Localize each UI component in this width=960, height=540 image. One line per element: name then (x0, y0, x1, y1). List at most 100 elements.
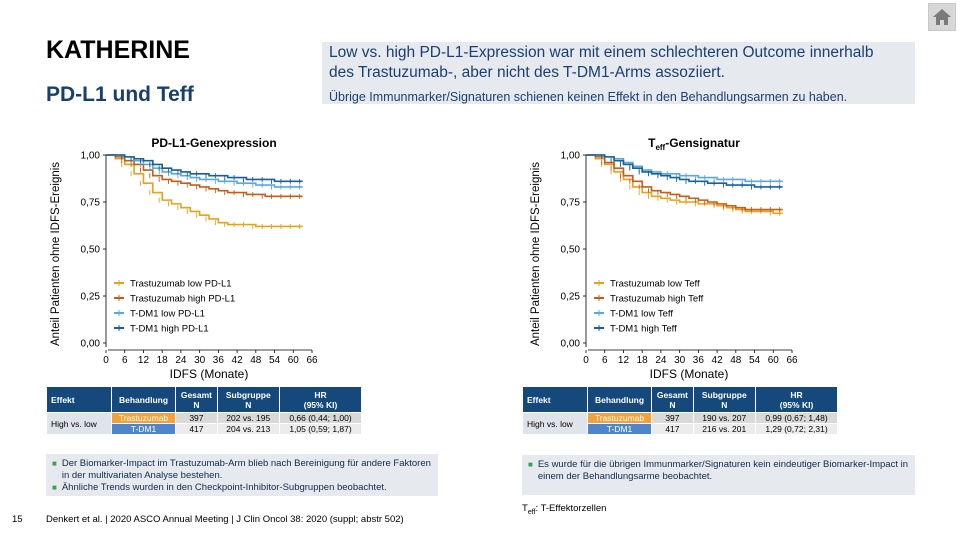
th-gesamt: Gesamt N (175, 386, 218, 413)
series-line (106, 154, 303, 228)
series-line (586, 154, 783, 188)
x-tick-label: 24 (175, 355, 187, 366)
legend-label: Trastuzumab low PD-L1 (130, 279, 232, 290)
x-tick-label: 18 (157, 355, 169, 366)
n-cell: 397 (175, 412, 218, 424)
n-cell: 417 (651, 423, 694, 435)
bullet-icon: ■ (52, 483, 57, 492)
x-tick-label: 24 (655, 355, 667, 366)
y-tick-label: 0,75 (81, 198, 101, 209)
n-cell: 397 (651, 412, 694, 424)
series-line (586, 154, 783, 215)
treatment-cell: Trastuzumab (586, 412, 653, 424)
th-hr: HR (95% KI) (279, 386, 362, 413)
th-behandlung: Behandlung (110, 386, 177, 413)
bullet-icon: ■ (52, 459, 57, 468)
legend-label: T-DM1 low PD-L1 (130, 309, 205, 320)
x-tick-label: 36 (693, 355, 705, 366)
series-line (106, 154, 303, 198)
hr-cell: 0,99 (0,67; 1,48) (755, 412, 838, 424)
y-tick-label: 1,00 (81, 151, 101, 162)
legend-label: T-DM1 high PD-L1 (130, 324, 209, 335)
x-axis-label: IDFS (Monate) (650, 367, 729, 381)
hr-table-teff: Effekt Behandlung Gesamt N Subgruppe N HR(… (522, 386, 838, 435)
x-tick-label: 60 (288, 355, 300, 366)
info-box: Low vs. high PD-L1-Expression war mit ei… (322, 42, 915, 104)
series-line (106, 154, 303, 183)
th-effekt: Effekt (46, 386, 112, 413)
list-item: ■ Der Biomarker-Impact im Trastuzumab-Arm… (52, 458, 431, 481)
treatment-cell: T-DM1 (586, 423, 653, 435)
legend-label: Trastuzumab high Teff (610, 294, 704, 305)
x-tick-label: 6 (602, 355, 608, 366)
y-tick-label: 0,00 (561, 339, 581, 350)
th-behandlung: Behandlung (586, 386, 653, 413)
citation: Denkert et al. | 2020 ASCO Annual Meetin… (46, 514, 404, 525)
x-tick-label: 48 (250, 355, 262, 366)
sub-cell: 202 vs. 195 (216, 412, 281, 424)
table-row: High vs. low Trastuzumab 397 190 vs. 207… (522, 412, 838, 435)
page-title: KATHERINE (46, 36, 190, 64)
table-row: T-DM1 417 216 vs. 201 1,29 (0,72; 2,31) (523, 423, 838, 435)
series-line (586, 154, 783, 211)
hr-table-pdl1: Effekt Behandlung Gesamt N Subgruppe N HR(… (46, 386, 362, 435)
y-tick-label: 0,00 (81, 339, 101, 350)
th-effekt: Effekt (522, 386, 588, 413)
y-tick-label: 0,75 (561, 198, 581, 209)
y-axis-label: Anteil Patienten ohne IDFS-Ereignis (530, 162, 542, 346)
legend-label: Trastuzumab high PD-L1 (130, 294, 235, 305)
effekt-cell: High vs. low (522, 412, 588, 435)
page-subtitle: PD-L1 und Teff (46, 83, 194, 106)
x-tick-label: 12 (618, 355, 630, 366)
x-axis-label: IDFS (Monate) (170, 367, 249, 381)
chart-title: PD-L1-Genexpression (151, 136, 276, 150)
y-tick-label: 0,25 (81, 292, 101, 303)
info-line-3: Übrige Immunmarker/Signaturen schienen k… (329, 90, 848, 104)
legend-label: Trastuzumab low Teff (610, 279, 700, 290)
x-tick-label: 54 (749, 355, 761, 366)
km-chart-teff: Teff-Gensignatur 0,00 0,25 0,50 0,75 1,00 0 6 12… (530, 136, 798, 381)
x-tick-label: 42 (712, 355, 724, 366)
series-line (106, 154, 303, 188)
x-tick-label: 66 (786, 355, 798, 366)
x-tick-label: 0 (583, 355, 589, 366)
info-line-2: des Trastuzumab-, aber nicht des T-DM1-A… (329, 64, 725, 81)
table-row: T-DM1 417 204 vs. 213 1,05 (0,59; 1,87) (47, 423, 362, 435)
y-axis-label: Anteil Patienten ohne IDFS-Ereignis (50, 162, 62, 346)
legend-label: T-DM1 high Teff (610, 324, 677, 335)
x-tick-label: 30 (194, 355, 206, 366)
th-gesamt: Gesamt N (651, 386, 694, 413)
y-tick-label: 0,50 (561, 245, 581, 256)
x-tick-label: 0 (103, 355, 109, 366)
page-number: 15 (12, 514, 23, 525)
treatment-cell: T-DM1 (110, 423, 177, 435)
x-tick-label: 6 (122, 355, 128, 366)
home-button[interactable] (928, 3, 956, 31)
x-tick-label: 30 (674, 355, 686, 366)
hr-cell: 1,29 (0,72; 2,31) (755, 423, 838, 435)
sub-cell: 216 vs. 201 (692, 423, 757, 435)
y-tick-label: 1,00 (561, 151, 581, 162)
notes-right: ■ Es wurde für die übrigen Immunmarker/Si… (522, 455, 915, 495)
sub-cell: 190 vs. 207 (692, 412, 757, 424)
x-tick-label: 66 (306, 355, 318, 366)
x-tick-label: 18 (637, 355, 649, 366)
table-row: High vs. low Trastuzumab 397 202 vs. 195… (46, 412, 362, 435)
x-tick-label: 60 (768, 355, 780, 366)
n-cell: 417 (175, 423, 218, 435)
th-subgruppe: Subgruppe N (692, 386, 757, 413)
treatment-cell: Trastuzumab (110, 412, 177, 424)
notes-left: ■ Der Biomarker-Impact im Trastuzumab-Arm… (46, 454, 438, 496)
x-tick-label: 12 (138, 355, 150, 366)
effekt-cell: High vs. low (46, 412, 112, 435)
th-subgruppe: Subgruppe N (216, 386, 281, 413)
km-chart-pdl1: PD-L1-Genexpression 0,00 0,25 0,50 0,75 1,00 0… (50, 136, 318, 381)
y-tick-label: 0,25 (561, 292, 581, 303)
footnote: Teff: T-Effektorzellen (522, 503, 607, 516)
legend-label: T-DM1 low Teff (610, 309, 673, 320)
x-tick-label: 42 (232, 355, 244, 366)
x-tick-label: 36 (213, 355, 225, 366)
hr-cell: 1,05 (0,59; 1,87) (279, 423, 362, 435)
list-item: ■ Es wurde für die übrigen Immunmarker/Si… (528, 459, 908, 482)
bullet-icon: ■ (528, 460, 533, 469)
